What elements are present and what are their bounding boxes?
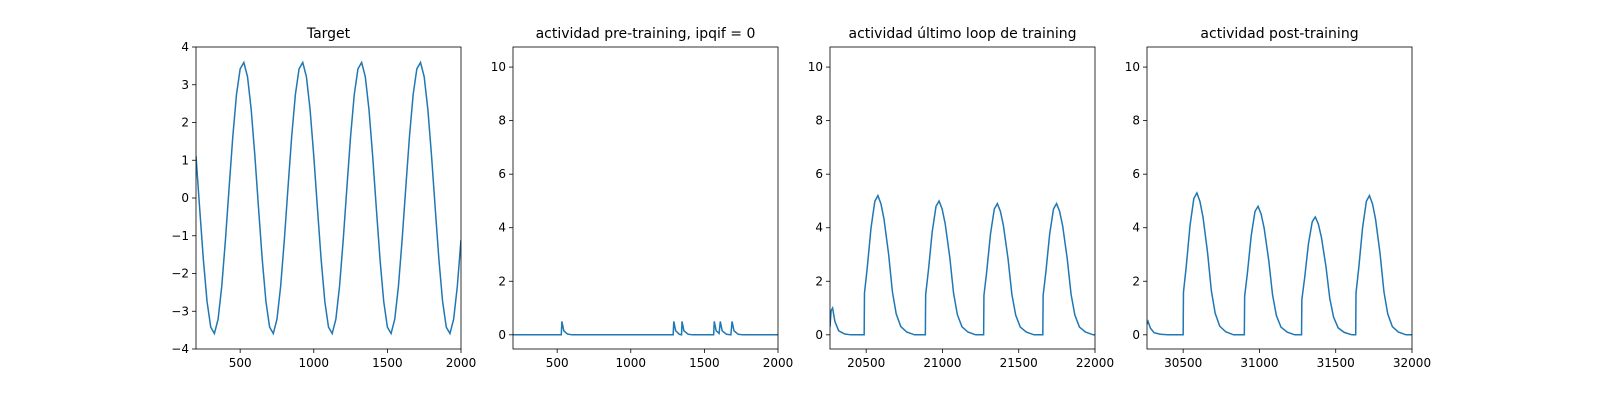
- y-tick-label: 4: [815, 221, 823, 235]
- x-tick-label: 32000: [1393, 356, 1431, 370]
- x-tick-label: 1500: [372, 356, 403, 370]
- chart-title: actividad último loop de training: [849, 26, 1077, 42]
- chart-title: actividad pre-training, ipqif = 0: [536, 26, 756, 42]
- x-tick-label: 500: [546, 356, 569, 370]
- y-tick-label: −3: [171, 304, 189, 318]
- y-tick-label: 4: [498, 221, 506, 235]
- y-tick-label: 8: [1132, 114, 1140, 128]
- data-line: [196, 60, 461, 336]
- x-tick-label: 2000: [446, 356, 477, 370]
- x-tick-label: 31500: [1317, 356, 1355, 370]
- data-line: [1147, 191, 1412, 336]
- x-tick-label: 1500: [689, 356, 720, 370]
- axes-frame: [1146, 46, 1413, 350]
- y-tick-label: −1: [171, 229, 189, 243]
- chart-title: actividad post-training: [1200, 26, 1358, 42]
- x-tick-label: 22000: [1076, 356, 1114, 370]
- data-line: [830, 193, 1095, 336]
- y-tick-label: 6: [815, 167, 823, 181]
- axes-frame: [512, 46, 779, 350]
- x-tick-label: 21500: [1000, 356, 1038, 370]
- y-tick-label: 0: [181, 191, 189, 205]
- x-tick-label: 21000: [923, 356, 961, 370]
- x-tick-label: 2000: [763, 356, 794, 370]
- chart-title: Target: [306, 26, 351, 42]
- x-tick-label: 20500: [847, 356, 885, 370]
- y-tick-label: 8: [498, 114, 506, 128]
- y-tick-label: 1: [181, 153, 189, 167]
- y-tick-label: 2: [815, 274, 823, 288]
- axes-frame: [195, 46, 462, 350]
- y-tick-label: −2: [171, 267, 189, 281]
- x-tick-label: 31000: [1240, 356, 1278, 370]
- y-tick-label: 2: [498, 274, 506, 288]
- x-tick-label: 1000: [616, 356, 647, 370]
- x-tick-label: 500: [229, 356, 252, 370]
- y-tick-label: 0: [815, 328, 823, 342]
- y-tick-label: 4: [1132, 221, 1140, 235]
- y-tick-label: 0: [498, 328, 506, 342]
- y-tick-label: 10: [808, 60, 823, 74]
- y-tick-label: 10: [1125, 60, 1140, 74]
- data-line: [513, 321, 778, 336]
- y-tick-label: 2: [181, 116, 189, 130]
- y-tick-label: 4: [181, 40, 189, 54]
- axes-frame: [829, 46, 1096, 350]
- y-tick-label: −4: [171, 342, 189, 356]
- x-tick-label: 30500: [1164, 356, 1202, 370]
- y-tick-label: 2: [1132, 274, 1140, 288]
- y-tick-label: 6: [498, 167, 506, 181]
- y-tick-label: 0: [1132, 328, 1140, 342]
- y-tick-label: 6: [1132, 167, 1140, 181]
- x-tick-label: 1000: [299, 356, 330, 370]
- y-tick-label: 3: [181, 78, 189, 92]
- y-tick-label: 10: [491, 60, 506, 74]
- y-tick-label: 8: [815, 114, 823, 128]
